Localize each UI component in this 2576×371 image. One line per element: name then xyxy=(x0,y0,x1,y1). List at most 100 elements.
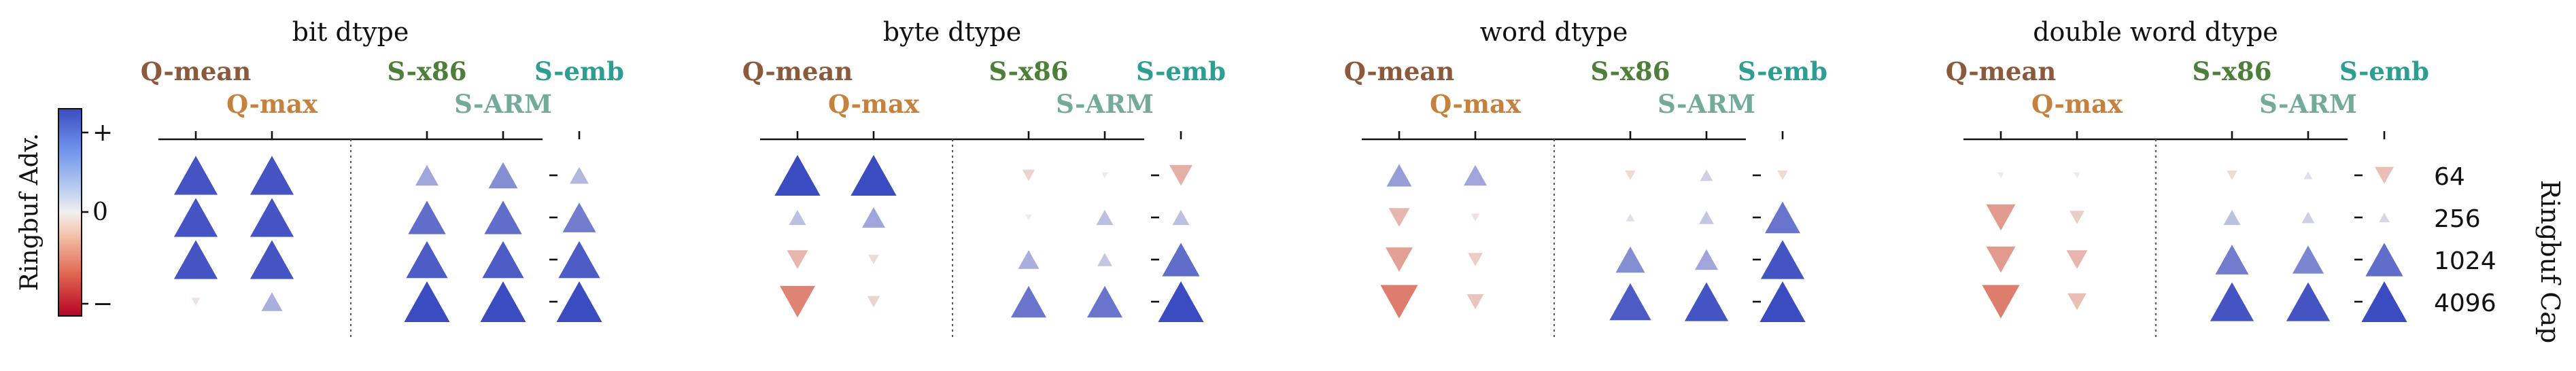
y-tick-label-256: 256 xyxy=(2434,205,2481,233)
marker-triangle xyxy=(1380,285,1418,319)
panel-title: word dtype xyxy=(1480,17,1628,47)
marker-triangle xyxy=(1018,250,1040,269)
marker-triangle xyxy=(484,200,522,234)
marker-triangle xyxy=(2375,166,2394,184)
marker-triangle xyxy=(862,207,885,228)
marker-triangle xyxy=(2223,209,2241,226)
marker-triangle xyxy=(2361,281,2407,322)
marker-triangle xyxy=(787,250,808,269)
marker-triangle xyxy=(1011,285,1046,318)
y-tick-label-1024: 1024 xyxy=(2434,247,2496,275)
marker-triangle xyxy=(191,298,201,306)
method-label: Q-mean xyxy=(1344,56,1455,86)
marker-triangle xyxy=(780,285,815,318)
marker-triangle xyxy=(1625,170,1636,181)
marker-triangle xyxy=(415,164,439,186)
marker-triangle xyxy=(480,281,526,322)
marker-triangle xyxy=(868,254,879,265)
method-label: Q-max xyxy=(1430,89,1522,119)
marker-triangle xyxy=(261,292,283,311)
marker-triangle xyxy=(1699,211,1714,224)
panel-title: double word dtype xyxy=(2033,17,2278,47)
marker-triangle xyxy=(2379,212,2390,223)
marker-triangle xyxy=(789,209,806,226)
marker-triangle xyxy=(1615,246,1645,273)
marker-triangle xyxy=(1466,294,1484,310)
method-label: S-x86 xyxy=(388,56,467,86)
marker-triangle xyxy=(173,198,218,237)
colorbar-gradient xyxy=(58,108,82,317)
marker-triangle xyxy=(1388,208,1410,227)
marker-triangle xyxy=(2066,250,2088,269)
marker-triangle xyxy=(1025,214,1032,221)
y-tick-label-4096: 4096 xyxy=(2434,289,2496,317)
method-label: Q-mean xyxy=(742,56,853,86)
method-label: Q-max xyxy=(828,89,920,119)
marker-triangle xyxy=(556,281,602,322)
method-label: S-emb xyxy=(1136,56,1226,86)
marker-triangle xyxy=(1386,164,1412,187)
marker-triangle xyxy=(1695,249,1718,270)
marker-triangle xyxy=(1386,247,1413,272)
colorbar-tick-minus: − xyxy=(92,290,113,318)
marker-triangle xyxy=(1169,164,1192,186)
panel-title: bit dtype xyxy=(292,17,409,47)
marker-triangle xyxy=(2070,211,2084,224)
method-label: S-emb xyxy=(2339,56,2429,86)
marker-triangle xyxy=(558,241,600,279)
marker-triangle xyxy=(2074,172,2080,179)
marker-triangle xyxy=(1162,243,1200,277)
panel-title: byte dtype xyxy=(883,17,1022,47)
method-label: S-ARM xyxy=(1658,89,1755,119)
method-label: S-x86 xyxy=(2193,56,2272,86)
method-label: Q-mean xyxy=(141,56,252,86)
marker-triangle xyxy=(2292,245,2324,274)
marker-triangle xyxy=(1101,172,1108,179)
marker-triangle xyxy=(1087,285,1122,318)
marker-triangle xyxy=(1986,204,2016,231)
marker-triangle xyxy=(250,198,294,237)
marker-triangle xyxy=(1760,240,1805,279)
method-label: Q-max xyxy=(2031,89,2123,119)
marker-triangle xyxy=(404,281,450,322)
marker-triangle xyxy=(2215,245,2249,275)
marker-triangle xyxy=(1609,283,1651,321)
marker-triangle xyxy=(1172,209,1190,226)
method-label: S-emb xyxy=(1738,56,1827,86)
marker-triangle xyxy=(2067,293,2086,311)
method-label: S-ARM xyxy=(454,89,552,119)
marker-triangle xyxy=(1096,209,1114,226)
method-label: Q-max xyxy=(226,89,318,119)
marker-triangle xyxy=(1759,281,1806,322)
method-label: S-x86 xyxy=(989,56,1069,86)
marker-triangle xyxy=(2286,282,2331,321)
marker-triangle xyxy=(774,155,821,196)
marker-triangle xyxy=(406,241,448,279)
marker-triangle xyxy=(1158,281,1204,322)
y-axis-right: 64 256 1024 4096 Ringbuf Cap xyxy=(2434,163,2565,343)
marker-triangle xyxy=(482,241,524,279)
marker-triangle xyxy=(2303,171,2313,179)
marker-triangle xyxy=(1468,253,1483,266)
marker-triangle xyxy=(1777,170,1788,181)
marker-triangle xyxy=(488,162,518,189)
marker-triangle xyxy=(1700,169,1713,181)
marker-triangle xyxy=(408,200,446,234)
marker-triangle xyxy=(1464,164,1487,186)
colorbar-tick-zero: 0 xyxy=(92,198,108,226)
panels: bit dtypeQ-meanQ-maxS-x86S-ARMS-embbyte … xyxy=(141,17,2429,340)
marker-triangle xyxy=(2227,170,2237,181)
method-label: S-ARM xyxy=(2259,89,2357,119)
marker-triangle xyxy=(173,240,218,279)
marker-triangle xyxy=(1982,285,2020,319)
colorbar-label: Ringbuf Adv. xyxy=(16,133,44,291)
marker-triangle xyxy=(1471,213,1480,222)
marker-triangle xyxy=(173,156,218,195)
marker-triangle xyxy=(2301,211,2315,224)
marker-triangle xyxy=(851,155,897,196)
marker-triangle xyxy=(250,240,294,279)
